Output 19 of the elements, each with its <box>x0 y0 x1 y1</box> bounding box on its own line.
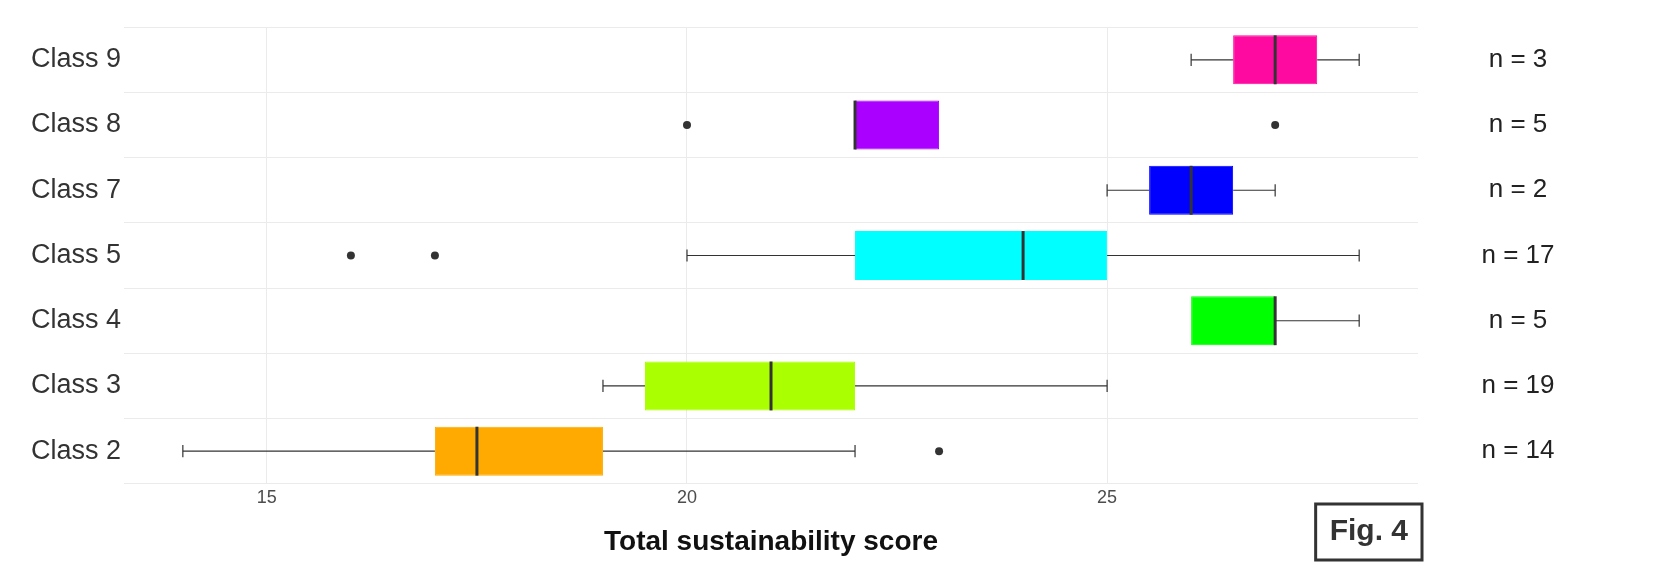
x-tick-label: 15 <box>256 486 277 507</box>
text: n = 17 <box>1481 238 1555 269</box>
x-axis-title: Total sustainability score <box>604 524 939 556</box>
text: n = 14 <box>1481 434 1555 465</box>
y-tick-label: Class 5 <box>31 238 122 269</box>
text: n = 19 <box>1481 369 1555 400</box>
y-tick-label: Class 9 <box>31 43 122 74</box>
text: n = 5 <box>1488 303 1548 334</box>
x-tick-label: 25 <box>1097 486 1118 507</box>
text: n = 2 <box>1488 173 1548 204</box>
caption: Fig. 4 <box>1329 513 1409 547</box>
text: n = 3 <box>1488 42 1548 73</box>
y-tick-label: Class 2 <box>31 434 122 465</box>
y-tick-label: Class 3 <box>31 369 122 400</box>
y-tick-label: Class 4 <box>31 304 122 335</box>
y-tick-label: Class 8 <box>31 108 122 139</box>
x-tick-label: 20 <box>676 486 698 507</box>
y-tick-label: Class 7 <box>31 173 122 204</box>
text: n = 5 <box>1488 108 1548 139</box>
